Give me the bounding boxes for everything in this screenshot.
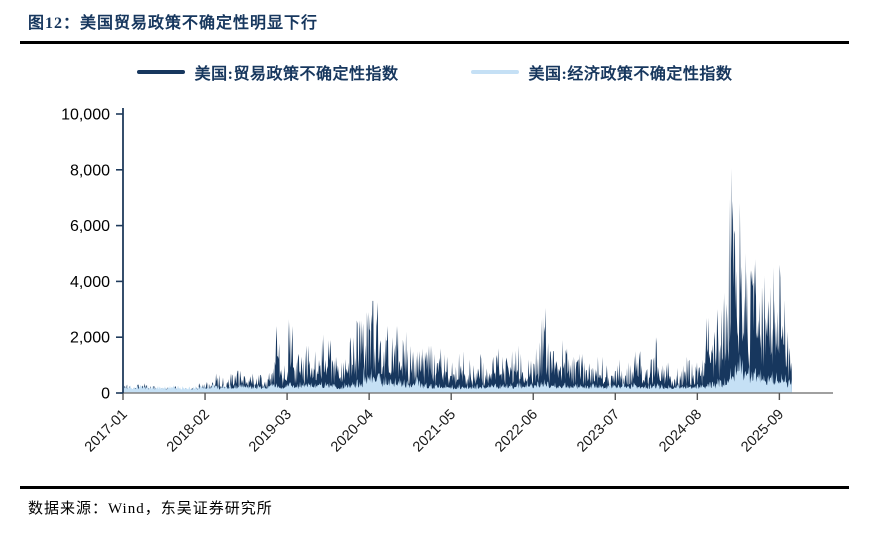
y-tick-label: 0 bbox=[101, 386, 110, 403]
y-tick-label: 4,000 bbox=[70, 274, 110, 291]
chart-plot-area: 2017-01 2018-02 2019-03 2020-04 2021-05 2022-… bbox=[61, 107, 833, 456]
chart-legend: 美国:贸易政策不确定性指数 美国:经济政策不确定性指数 bbox=[0, 60, 869, 84]
data-source-note: 数据来源：Wind，东吴证券研究所 bbox=[28, 501, 273, 517]
x-tick-label: 2018-02 bbox=[164, 407, 213, 456]
legend-label-trade-policy: 美国:贸易政策不确定性指数 bbox=[194, 66, 399, 83]
y-tick-label: 10,000 bbox=[61, 107, 110, 124]
x-tick-label: 2022-06 bbox=[492, 407, 541, 456]
x-tick-label: 2023-07 bbox=[574, 407, 623, 456]
x-tick-label: 2020-04 bbox=[328, 407, 377, 456]
y-tick-label: 2,000 bbox=[70, 330, 110, 347]
y-tick-label: 6,000 bbox=[70, 218, 110, 235]
footer-rule bbox=[20, 486, 849, 489]
x-tick-label: 2024-08 bbox=[656, 407, 705, 456]
x-tick-label: 2019-03 bbox=[246, 407, 295, 456]
figure-title: 图12：美国贸易政策不确定性明显下行 bbox=[28, 15, 319, 32]
economic-policy-series-area bbox=[123, 353, 792, 393]
trade-policy-series-area bbox=[123, 168, 792, 393]
x-tick-label: 2017-01 bbox=[82, 407, 131, 456]
legend-item-trade-policy: 美国:贸易政策不确定性指数 bbox=[136, 60, 399, 84]
legend-label-economic-policy: 美国:经济政策不确定性指数 bbox=[528, 66, 733, 83]
legend-item-economic-policy: 美国:经济政策不确定性指数 bbox=[470, 60, 733, 84]
economic-policy-color-swatch bbox=[470, 70, 519, 74]
title-rule bbox=[20, 41, 849, 44]
y-tick-label: 8,000 bbox=[70, 162, 110, 179]
x-tick-label: 2025-09 bbox=[738, 407, 787, 456]
x-tick-label: 2021-05 bbox=[410, 407, 459, 456]
trade-policy-color-swatch bbox=[136, 70, 185, 74]
